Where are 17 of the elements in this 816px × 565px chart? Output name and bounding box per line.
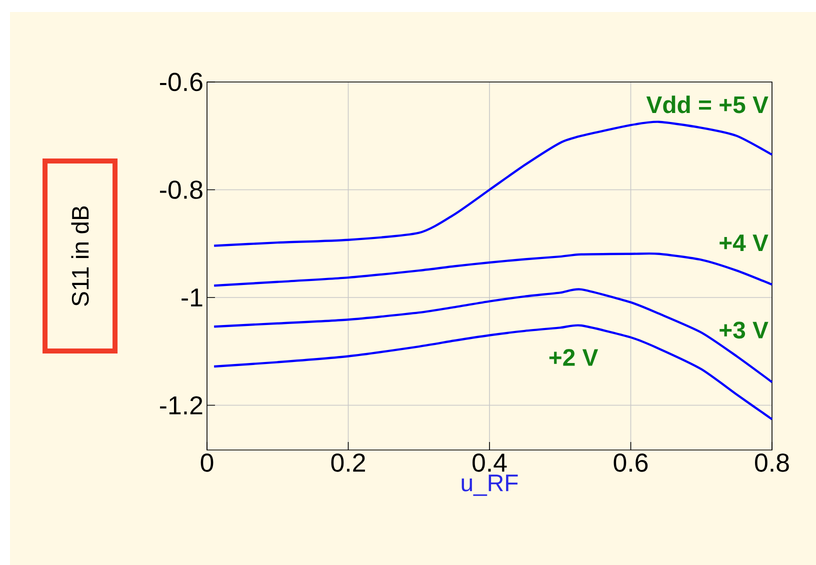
x-tick-label: 0.8 — [755, 454, 789, 472]
x-tick-label: 0.4 — [472, 454, 507, 472]
x-tick-label: 0.6 — [614, 454, 648, 472]
y-axis-title: S11 in dB — [71, 206, 89, 306]
y-tick-label: -1 — [182, 288, 202, 306]
series-label: Vdd = +5 V — [646, 96, 768, 114]
line-series — [212, 252, 774, 287]
x-axis-title: u_RF — [462, 474, 518, 496]
line-series — [212, 288, 774, 384]
y-tick-label: -0.6 — [160, 72, 202, 92]
y-tick-label: -0.8 — [160, 180, 202, 199]
series-label: +3 V — [720, 322, 768, 339]
series-label: +2 V — [549, 349, 598, 366]
x-tick-label: 0.2 — [331, 454, 365, 472]
x-tick-label: 0 — [200, 454, 214, 472]
series-label: +4 V — [720, 234, 768, 252]
y-tick-label: -1.2 — [160, 396, 202, 414]
